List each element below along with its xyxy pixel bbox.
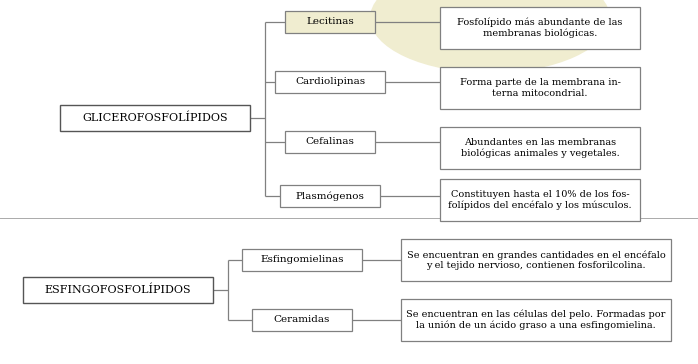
FancyBboxPatch shape (285, 11, 375, 33)
FancyBboxPatch shape (242, 249, 362, 271)
FancyBboxPatch shape (60, 105, 250, 131)
Text: Lecitinas: Lecitinas (306, 17, 354, 27)
Text: Abundantes en las membranas
biológicas animales y vegetales.: Abundantes en las membranas biológicas a… (461, 138, 619, 158)
Text: Esfingomielinas: Esfingomielinas (260, 256, 343, 265)
Text: ESFINGOFOSFOLÍPIDOS: ESFINGOFOSFOLÍPIDOS (45, 285, 191, 295)
Text: Ceramidas: Ceramidas (274, 316, 330, 324)
FancyBboxPatch shape (285, 131, 375, 153)
Text: Constituyen hasta el 10% de los fos-
folípidos del encéfalo y los músculos.: Constituyen hasta el 10% de los fos- fol… (448, 190, 632, 210)
Text: Plasmógenos: Plasmógenos (295, 191, 364, 201)
Text: Cefalinas: Cefalinas (306, 138, 355, 146)
Polygon shape (390, 10, 590, 80)
Text: Fosfolípido más abundante de las
membranas biológicas.: Fosfolípido más abundante de las membran… (457, 18, 623, 38)
Text: Se encuentran en grandes cantidades en el encéfalo
y el tejido nervioso, contien: Se encuentran en grandes cantidades en e… (407, 250, 665, 270)
FancyBboxPatch shape (275, 71, 385, 93)
FancyBboxPatch shape (440, 127, 640, 169)
Text: Cardiolipinas: Cardiolipinas (295, 78, 365, 87)
FancyBboxPatch shape (401, 239, 671, 281)
Text: Se encuentran en las células del pelo. Formadas por
la unión de un ácido graso a: Se encuentran en las células del pelo. F… (406, 310, 666, 330)
Text: GLICEROFOSFOLÍPIDOS: GLICEROFOSFOLÍPIDOS (82, 113, 228, 123)
FancyBboxPatch shape (440, 179, 640, 221)
FancyBboxPatch shape (401, 299, 671, 341)
Ellipse shape (370, 0, 610, 73)
FancyBboxPatch shape (440, 67, 640, 109)
FancyBboxPatch shape (252, 309, 352, 331)
Text: Forma parte de la membrana in-
terna mitocondrial.: Forma parte de la membrana in- terna mit… (459, 78, 621, 98)
FancyBboxPatch shape (280, 185, 380, 207)
FancyBboxPatch shape (440, 7, 640, 49)
FancyBboxPatch shape (23, 277, 213, 303)
